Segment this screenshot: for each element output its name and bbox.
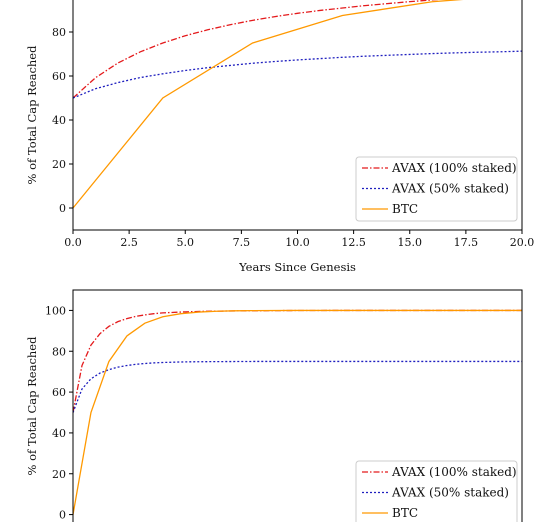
y-tick-label: 100 bbox=[45, 304, 66, 317]
x-tick-label: 15.0 bbox=[398, 236, 423, 249]
y-tick-label: 20 bbox=[52, 468, 66, 481]
legend-label: BTC bbox=[392, 506, 418, 520]
y-tick-label: 80 bbox=[52, 345, 66, 358]
legend: AVAX (100% staked) AVAX (50% staked) BTC bbox=[355, 460, 518, 522]
x-tick-label: 17.5 bbox=[454, 236, 479, 249]
x-tick-label: 20.0 bbox=[510, 236, 535, 249]
legend-label: AVAX (100% staked) bbox=[391, 161, 517, 175]
x-axis-title: Years Since Genesis bbox=[238, 260, 356, 274]
chart-1: 0204060801000.02.55.07.510.012.515.017.5… bbox=[25, 0, 534, 274]
y-tick-label: 0 bbox=[59, 509, 66, 522]
legend-box bbox=[355, 460, 518, 522]
y-tick-label: 0 bbox=[59, 202, 66, 215]
legend-label: AVAX (50% staked) bbox=[391, 182, 509, 196]
series-line-avax-50-staked bbox=[73, 360, 522, 413]
x-tick-label: 7.5 bbox=[233, 236, 251, 249]
x-tick-label: 12.5 bbox=[341, 236, 366, 249]
y-tick-label: 20 bbox=[52, 158, 66, 171]
y-tick-label: 40 bbox=[52, 427, 66, 440]
x-tick-label: 2.5 bbox=[120, 236, 138, 249]
series-line-btc bbox=[73, 0, 464, 209]
x-tick-label: 10.0 bbox=[285, 236, 310, 249]
y-tick-label: 40 bbox=[52, 114, 66, 127]
series-line-avax-100-staked bbox=[73, 0, 440, 99]
legend: AVAX (100% staked) AVAX (50% staked) BTC bbox=[355, 156, 518, 222]
y-axis-title: % of Total Cap Reached bbox=[25, 336, 39, 476]
y-tick-label: 80 bbox=[52, 26, 66, 39]
x-tick-label: 0.0 bbox=[64, 236, 82, 249]
series-line-btc bbox=[73, 309, 522, 515]
x-tick-label: 5.0 bbox=[177, 236, 195, 249]
series-line-avax-50-staked bbox=[73, 50, 522, 99]
y-axis-title: % of Total Cap Reached bbox=[25, 45, 39, 185]
legend-label: AVAX (100% staked) bbox=[391, 465, 517, 479]
legend-label: AVAX (50% staked) bbox=[391, 486, 509, 500]
y-tick-label: 60 bbox=[52, 386, 66, 399]
legend-box bbox=[355, 156, 518, 222]
plot-frame bbox=[72, 289, 523, 522]
chart-2: 0 20 40 60 80 100 % of Total Cap Reached AVAX (… bbox=[25, 289, 523, 522]
y-tick-label: 60 bbox=[52, 70, 66, 83]
legend-label: BTC bbox=[392, 202, 418, 216]
